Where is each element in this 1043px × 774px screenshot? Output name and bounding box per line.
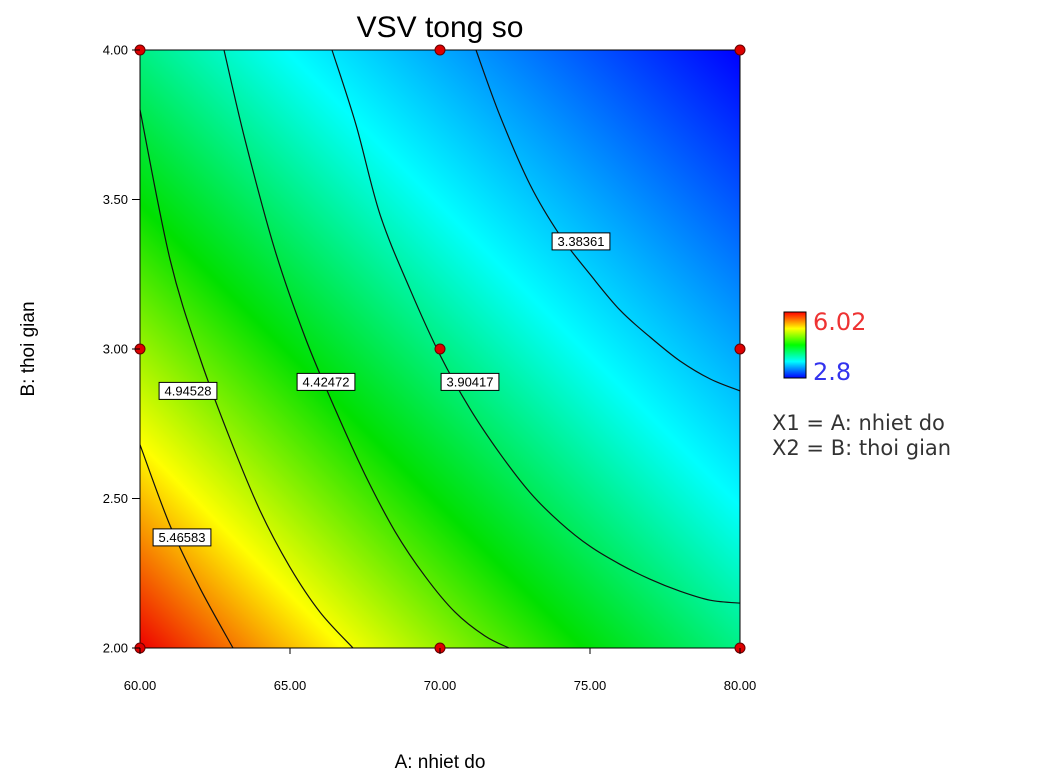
- color-scale-max: 6.02: [813, 308, 866, 336]
- y-axis-title: B: thoi gian: [18, 301, 39, 396]
- x-tick-label: 75.00: [574, 678, 607, 693]
- contour-label-box: [296, 372, 356, 391]
- contour-lines: [139, 49, 741, 649]
- y-tick-label: 3.50: [103, 192, 128, 207]
- color-scale-bar: [783, 311, 807, 379]
- contour-label-box: [551, 232, 611, 251]
- contour-label: 4.42472: [303, 374, 350, 389]
- y-tick-label: 2.00: [103, 641, 128, 656]
- contour-line-5: [475, 49, 741, 392]
- contour-line-2: [139, 109, 354, 649]
- contour-line-3: [223, 49, 510, 649]
- x-tick-label: 65.00: [274, 678, 307, 693]
- contour-label-box: [152, 528, 212, 547]
- contour-labels: 5.46583 4.94528 4.42472 3.90417 3.38361: [152, 232, 611, 547]
- y-axis-ticks: 2.00 2.50 3.00 3.50 4.00: [103, 43, 140, 656]
- x-tick-label: 70.00: [424, 678, 457, 693]
- design-point: [734, 44, 746, 56]
- color-scale-min: 2.8: [813, 358, 851, 386]
- y-tick-label: 2.50: [103, 491, 128, 506]
- x-tick-label: 80.00: [724, 678, 757, 693]
- contour-line-1: [139, 444, 234, 649]
- y-tick-label: 4.00: [103, 43, 128, 58]
- contour-label: 4.94528: [165, 383, 212, 398]
- y-tick-label: 3.00: [103, 342, 128, 357]
- contour-line-4: [331, 49, 741, 604]
- design-point: [434, 343, 446, 355]
- factor-definition-x1: X1 = A: nhiet do: [772, 411, 945, 435]
- contour-label: 3.90417: [447, 374, 494, 389]
- x-tick-label: 60.00: [124, 678, 157, 693]
- contour-label-box: [158, 381, 218, 400]
- contour-label-box: [440, 372, 500, 391]
- contour-label: 3.38361: [558, 234, 605, 249]
- design-point: [434, 44, 446, 56]
- chart-title: VSV tong so: [357, 11, 524, 44]
- x-axis-title: A: nhiet do: [395, 752, 486, 773]
- contour-label: 5.46583: [159, 530, 206, 545]
- x-axis-ticks: 60.00 65.00 70.00 75.00 80.00: [124, 648, 757, 693]
- factor-definition-x2: X2 = B: thoi gian: [772, 436, 951, 460]
- design-point: [734, 343, 746, 355]
